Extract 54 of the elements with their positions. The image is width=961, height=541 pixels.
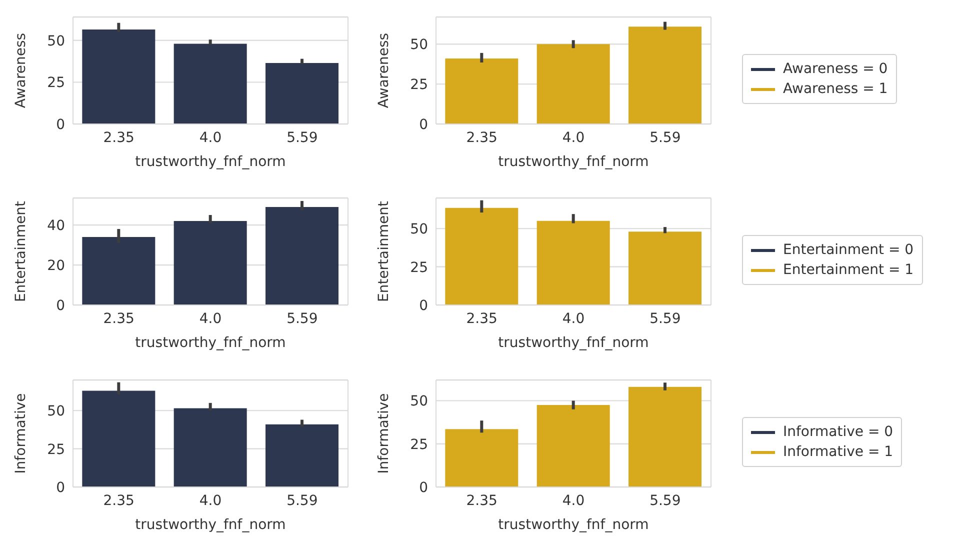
x-tick-label: 5.59: [286, 130, 318, 146]
x-tick-label: 5.59: [650, 310, 681, 327]
x-tick-label: 4.0: [562, 130, 585, 146]
x-tick-label: 5.59: [650, 492, 681, 509]
y-tick-label: 50: [47, 404, 65, 420]
x-tick-label: 4.0: [199, 310, 222, 327]
y-axis-title: Awareness: [376, 32, 392, 108]
y-tick-label: 25: [410, 77, 428, 94]
y-tick-label: 25: [47, 442, 65, 458]
x-tick-label: 5.59: [286, 492, 318, 509]
x-axis-title: trustworthy_fnf_norm: [135, 517, 286, 533]
y-tick-label: 0: [419, 116, 428, 133]
x-tick-label: 4.0: [562, 492, 585, 509]
legend-label: Entertainment = 1: [783, 262, 914, 278]
legend-label: Entertainment = 0: [783, 242, 914, 258]
y-axis-title: Entertainment: [12, 200, 29, 302]
y-tick-label: 0: [419, 480, 428, 496]
x-tick-label: 2.35: [466, 310, 498, 327]
legend-label: Awareness = 0: [783, 61, 888, 77]
y-tick-label: 0: [56, 480, 65, 496]
y-tick-label: 25: [47, 75, 65, 92]
x-tick-label: 5.59: [650, 130, 681, 146]
y-tick-label: 50: [410, 37, 428, 54]
y-tick-label: 0: [56, 298, 65, 314]
y-tick-label: 50: [410, 222, 428, 238]
y-tick-label: 20: [47, 258, 65, 274]
y-tick-label: 40: [47, 218, 65, 234]
y-axis-title: Informative: [376, 393, 392, 474]
legend-label: Informative = 1: [783, 444, 894, 460]
legend-label: Awareness = 1: [783, 81, 888, 97]
x-tick-label: 4.0: [199, 130, 222, 146]
y-tick-label: 25: [410, 436, 428, 453]
y-axis-title: Informative: [12, 393, 29, 474]
x-tick-label: 4.0: [199, 492, 222, 509]
y-tick-label: 50: [47, 33, 65, 50]
x-tick-label: 4.0: [562, 310, 585, 327]
y-tick-label: 25: [410, 260, 428, 276]
x-tick-label: 5.59: [286, 310, 318, 327]
x-axis-title: trustworthy_fnf_norm: [498, 517, 649, 533]
y-tick-label: 0: [419, 298, 428, 314]
x-axis-title: trustworthy_fnf_norm: [498, 335, 649, 351]
x-tick-label: 2.35: [466, 130, 498, 146]
x-axis-title: trustworthy_fnf_norm: [135, 154, 286, 170]
x-axis-title: trustworthy_fnf_norm: [498, 154, 649, 170]
x-tick-label: 2.35: [103, 130, 134, 146]
legend-label: Informative = 0: [783, 424, 894, 440]
y-tick-label: 0: [56, 116, 65, 133]
y-axis-title: Entertainment: [376, 200, 392, 302]
x-tick-label: 2.35: [466, 492, 498, 509]
x-tick-label: 2.35: [103, 492, 134, 509]
x-axis-title: trustworthy_fnf_norm: [135, 335, 286, 351]
x-tick-label: 2.35: [103, 310, 134, 327]
y-axis-title: Awareness: [12, 32, 29, 108]
y-tick-label: 50: [410, 394, 428, 410]
